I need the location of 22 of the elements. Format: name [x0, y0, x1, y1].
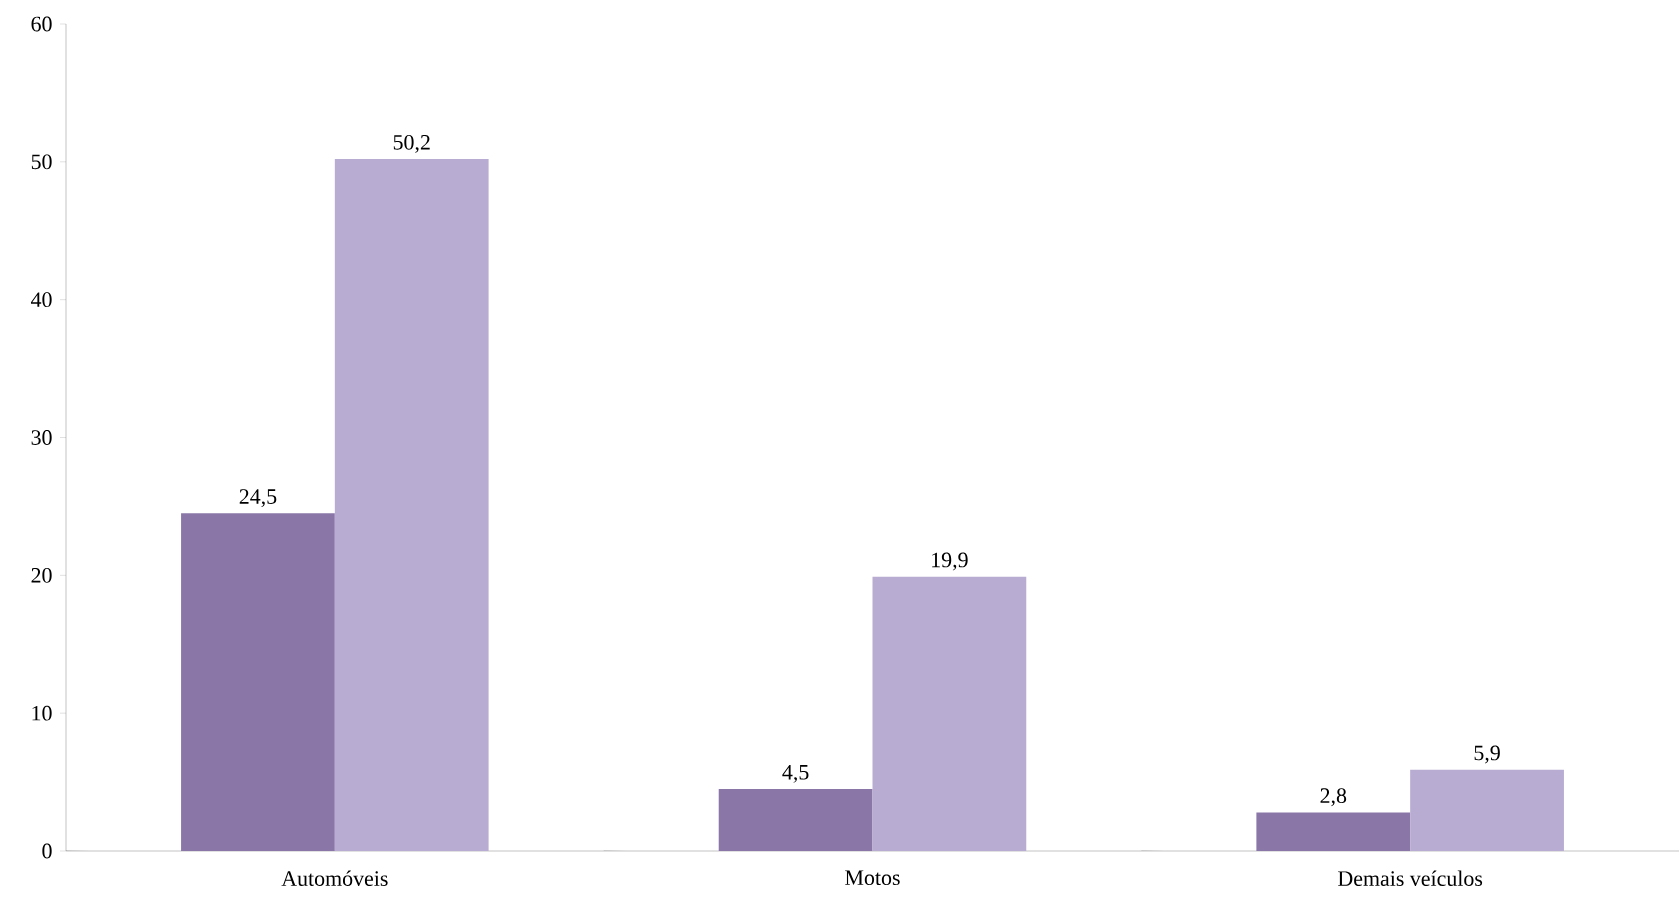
x-tick-label: Automóveis — [281, 870, 388, 886]
data-label: 4,5 — [782, 764, 809, 783]
data-label: 2,8 — [1320, 788, 1347, 807]
y-tick-label: 50 — [31, 154, 52, 170]
x-tick-label: Motos — [845, 870, 900, 886]
y-tick-label: 40 — [31, 292, 52, 308]
bar — [1256, 812, 1411, 851]
data-label: 24,5 — [239, 489, 277, 508]
y-tick-label: 30 — [31, 430, 52, 445]
bar — [1410, 769, 1564, 851]
bar — [181, 513, 335, 851]
bar — [718, 788, 873, 851]
bar — [334, 159, 489, 851]
data-label: 50,2 — [393, 134, 430, 153]
y-tick-label: 0 — [42, 843, 52, 859]
data-label: 5,9 — [1474, 745, 1500, 764]
y-tick-label: 10 — [32, 705, 52, 721]
y-tick-label: 20 — [31, 567, 52, 583]
data-label: 19,9 — [932, 552, 968, 571]
bar — [872, 576, 1027, 851]
y-tick-label: 60 — [31, 16, 52, 32]
x-tick-label: Demais veículos — [1338, 870, 1483, 886]
